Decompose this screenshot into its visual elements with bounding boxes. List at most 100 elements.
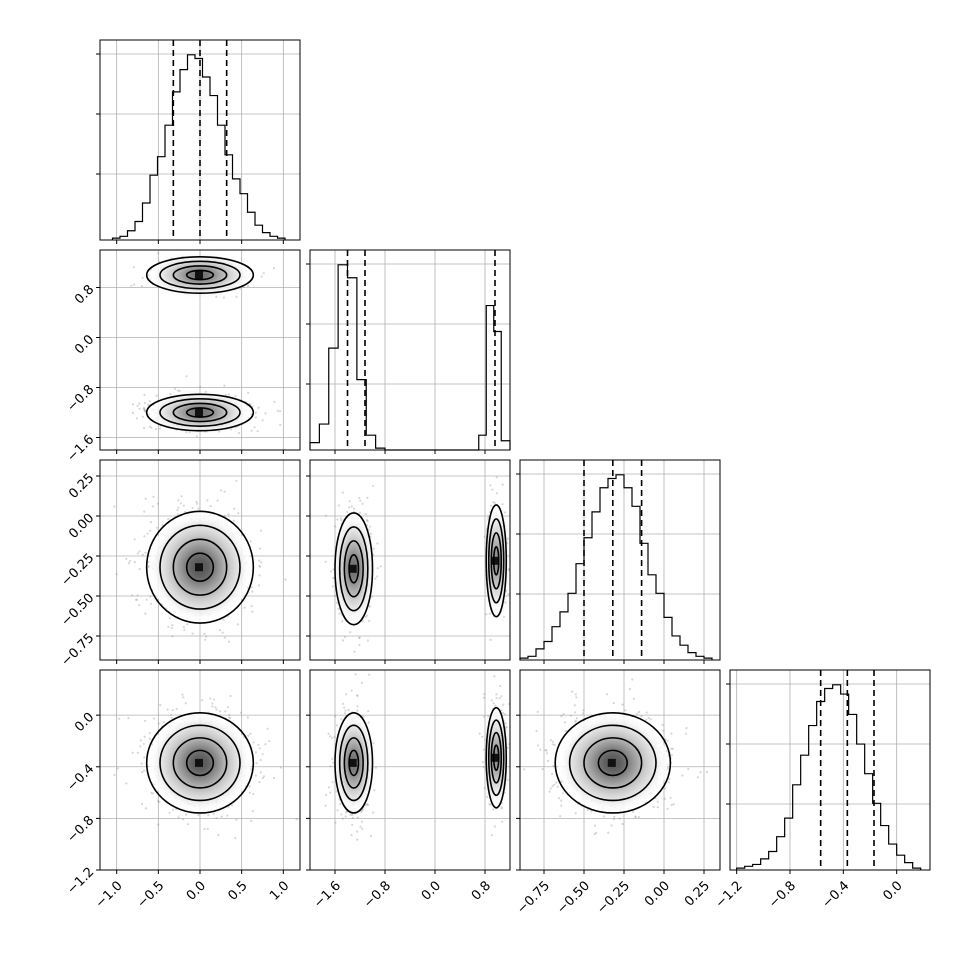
scatter-point xyxy=(595,831,598,835)
scatter-point xyxy=(656,800,659,803)
scatter-point xyxy=(151,505,154,508)
scatter-point xyxy=(356,830,359,833)
scatter-point xyxy=(501,483,504,486)
scatter-point xyxy=(499,684,502,688)
contour-line xyxy=(348,749,360,777)
scatter-point xyxy=(372,811,375,814)
scatter-point xyxy=(251,590,254,593)
scatter-point xyxy=(226,706,229,709)
scatter-point xyxy=(251,610,254,613)
scatter-point xyxy=(349,631,352,634)
scatter-point xyxy=(143,535,146,538)
scatter-point xyxy=(261,419,264,422)
scatter-point xyxy=(645,711,648,714)
scatter-point xyxy=(324,514,328,517)
scatter-point xyxy=(506,778,509,782)
scatter-point xyxy=(227,513,230,516)
scatter-point xyxy=(232,519,235,523)
scatter-point xyxy=(260,275,263,278)
density-peak xyxy=(607,758,616,767)
scatter-point xyxy=(187,823,190,826)
scatter-point xyxy=(222,618,225,621)
scatter-point xyxy=(206,499,209,502)
scatter-point xyxy=(156,526,159,529)
scatter-point xyxy=(127,562,130,565)
scatter-point xyxy=(336,809,339,812)
scatter-point xyxy=(624,709,627,712)
scatter-point xyxy=(590,810,593,813)
scatter-point xyxy=(341,817,344,820)
panel-2d-1-0 xyxy=(96,249,301,454)
scatter-point xyxy=(258,781,261,784)
scatter-point xyxy=(492,808,495,811)
scatter-point xyxy=(574,711,577,714)
scatter-point xyxy=(140,762,143,765)
scatter-point xyxy=(135,417,138,420)
scatter-point xyxy=(191,506,194,509)
scatter-point xyxy=(663,787,666,790)
panel-2d-2-1 xyxy=(306,459,511,664)
panel-marginal-0 xyxy=(96,39,301,244)
scatter-point xyxy=(327,732,330,735)
scatter-point xyxy=(501,711,504,715)
scatter-point xyxy=(340,718,343,721)
scatter-point xyxy=(260,561,263,564)
scatter-point xyxy=(649,718,652,721)
contour-line xyxy=(159,398,241,427)
scatter-point xyxy=(136,552,139,555)
scatter-point xyxy=(494,704,497,707)
scatter-point xyxy=(185,375,188,378)
x-tick-label: 0.25 xyxy=(682,878,713,909)
scatter-point xyxy=(553,743,556,747)
scatter-point xyxy=(176,513,179,516)
scatter-point xyxy=(180,495,183,498)
scatter-point xyxy=(177,499,180,502)
scatter-point xyxy=(685,727,688,730)
y-tick-label: 0.25 xyxy=(66,471,97,502)
scatter-point xyxy=(228,713,231,717)
scatter-point xyxy=(246,716,249,719)
scatter-point xyxy=(541,768,544,771)
scatter-point xyxy=(216,499,219,502)
scatter-point xyxy=(329,765,332,768)
scatter-point xyxy=(206,827,209,831)
scatter-point xyxy=(257,584,260,587)
scatter-point xyxy=(215,817,218,820)
scatter-point xyxy=(361,502,364,505)
scatter-point xyxy=(366,639,369,642)
panel-content xyxy=(310,670,510,870)
scatter-point xyxy=(141,553,144,556)
scatter-point xyxy=(356,694,359,698)
scatter-point xyxy=(368,525,372,528)
scatter-point xyxy=(334,525,337,528)
density-peak xyxy=(195,408,203,417)
scatter-point xyxy=(113,773,116,777)
scatter-point xyxy=(343,712,347,715)
scatter-point xyxy=(631,810,635,814)
scatter-point xyxy=(376,567,379,570)
scatter-point xyxy=(237,512,240,515)
scatter-point xyxy=(227,806,230,809)
scatter-point xyxy=(138,407,141,410)
scatter-point xyxy=(150,602,153,606)
contour-line xyxy=(485,706,508,809)
scatter-point xyxy=(181,693,184,696)
scatter-point xyxy=(248,791,251,794)
scatter-point xyxy=(246,284,250,288)
scatter-point xyxy=(500,807,503,810)
scatter-point xyxy=(368,673,371,676)
scatter-point xyxy=(356,694,359,697)
scatter-point xyxy=(345,811,348,814)
scatter-point xyxy=(243,665,245,667)
scatter-point xyxy=(632,697,635,700)
scatter-point xyxy=(253,426,256,429)
contour-line xyxy=(159,524,241,610)
scatter-point xyxy=(361,809,364,812)
scatter-point xyxy=(495,693,498,696)
scatter-point xyxy=(372,484,375,487)
scatter-point xyxy=(142,426,146,430)
scatter-point xyxy=(182,625,185,629)
scatter-point xyxy=(356,838,359,841)
contour-line xyxy=(172,737,228,789)
x-tick-label: 0.8 xyxy=(469,878,494,903)
